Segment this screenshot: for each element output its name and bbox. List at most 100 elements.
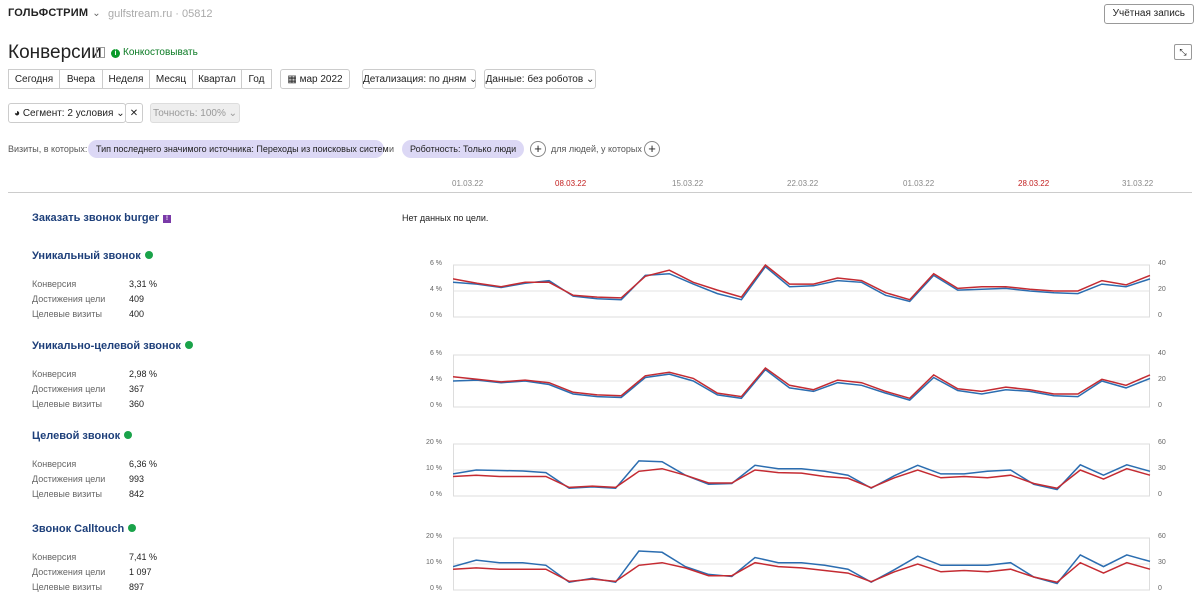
series-line-red: [453, 467, 1151, 490]
y-axis-right-label: 20: [1158, 286, 1166, 293]
metric-row-conversion: Конверсия 7,41 %: [32, 552, 162, 562]
no-data-message: Нет данных по цели.: [402, 213, 489, 223]
fullscreen-button[interactable]: ⤡: [1174, 44, 1192, 60]
y-axis-right-label: 30: [1158, 559, 1166, 566]
chevron-down-icon: ⌄: [92, 8, 101, 19]
segment-clear-button[interactable]: ✕: [125, 103, 143, 123]
metric-row-visits: Целевые визиты 400: [32, 309, 162, 319]
metric-row-conversion: Конверсия 6,36 %: [32, 459, 162, 469]
filter-chip-robots[interactable]: Роботность: Только люди: [402, 140, 524, 158]
date-range-button[interactable]: ▦ мар 2022: [280, 69, 350, 89]
y-axis-right-label: 0: [1158, 312, 1162, 319]
metric-row-label: Достижения цели: [32, 384, 106, 394]
data-select[interactable]: Данные: без роботов ⌄: [484, 69, 596, 89]
y-axis-right-label: 0: [1158, 491, 1162, 498]
metric-row-value: 6,36 %: [129, 459, 158, 469]
confirm-label: Конкостовывать: [123, 47, 198, 58]
metric-chart[interactable]: [453, 537, 1152, 591]
metric-row-conversion: Конверсия 3,31 %: [32, 279, 162, 289]
metric-row-reaches: Достижения цели 367: [32, 384, 162, 394]
brand-selector[interactable]: ГОЛЬФСТРИМ ⌄: [8, 7, 101, 19]
y-axis-right-label: 0: [1158, 402, 1162, 409]
filter-joiner: и: [389, 144, 395, 154]
add-user-filter-icon[interactable]: +: [644, 141, 660, 157]
goal-title[interactable]: Заказать звонок burger!: [32, 212, 171, 224]
series-line-blue: [453, 460, 1151, 491]
y-axis-right-label: 30: [1158, 465, 1166, 472]
y-axis-right-label: 0: [1158, 585, 1162, 592]
add-filter-icon[interactable]: +: [530, 141, 546, 157]
series-line-blue: [453, 368, 1151, 401]
period-quarter[interactable]: Квартал: [192, 69, 242, 89]
page-title: Конверсии: [8, 42, 102, 63]
period-year[interactable]: Год: [241, 69, 272, 89]
date-label: 22.03.22: [787, 179, 819, 188]
metric-row-label: Целевые визиты: [32, 582, 102, 592]
metric-row-label: Конверсия: [32, 279, 77, 289]
metric-chart[interactable]: [453, 443, 1152, 497]
segment-label: Сегмент: 2 условия: [22, 108, 114, 119]
goal-type-icon: [144, 251, 153, 259]
metric-row-label: Конверсия: [32, 552, 77, 562]
metric-row-value: 400: [129, 309, 145, 319]
divider: [8, 192, 1192, 193]
period-today[interactable]: Сегодня: [8, 69, 60, 89]
y-axis-left-label: 0 %: [429, 402, 442, 409]
metric-row-value: 2,98 %: [129, 369, 158, 379]
metric-row-value: 842: [129, 489, 145, 499]
accuracy-select[interactable]: Точность: 100% ⌄: [150, 103, 240, 123]
metric-row-value: 367: [129, 384, 145, 394]
date-label: 15.03.22: [672, 179, 704, 188]
close-icon: ✕: [129, 108, 139, 119]
metric-row-label: Целевые визиты: [32, 399, 102, 409]
period-month[interactable]: Месяц: [149, 69, 193, 89]
period-yesterday[interactable]: Вчера: [59, 69, 103, 89]
accuracy-label: Точность: 100%: [152, 108, 226, 119]
y-axis-left-label: 6 %: [429, 260, 442, 267]
series-line-red: [453, 366, 1151, 400]
metric-chart[interactable]: [453, 354, 1152, 408]
detail-label: Детализация: по дням: [363, 74, 467, 85]
date-label: 31.03.22: [1122, 179, 1154, 188]
account-button[interactable]: Учётная запись: [1103, 4, 1194, 24]
confirm-link[interactable]: i Конкостовывать: [111, 47, 198, 58]
metric-row-label: Целевые визиты: [32, 309, 102, 319]
metric-row-reaches: Достижения цели 993: [32, 474, 162, 484]
metric-row-label: Целевые визиты: [32, 489, 102, 499]
info-icon: i: [111, 49, 120, 58]
metric-title[interactable]: Целевой звонок: [32, 430, 133, 442]
segment-select[interactable]: ◕ Сегмент: 2 условия ⌄: [8, 103, 126, 123]
y-axis-left-label: 0 %: [429, 585, 442, 592]
chevron-down-icon: ⌄: [469, 74, 475, 85]
metric-title-label: Целевой звонок: [32, 430, 121, 442]
metric-title[interactable]: Звонок Calltouch: [32, 523, 137, 535]
period-week[interactable]: Неделя: [102, 69, 150, 89]
y-axis-right-label: 60: [1158, 533, 1166, 540]
metric-row-label: Конверсия: [32, 369, 77, 379]
copy-icon[interactable]: [96, 47, 105, 58]
series-line-red: [453, 264, 1151, 301]
metric-row-value: 409: [129, 294, 145, 304]
chevron-down-icon: ⌄: [116, 108, 125, 119]
metric-title[interactable]: Уникально-целевой звонок: [32, 340, 193, 352]
metric-row-reaches: Достижения цели 1 097: [32, 567, 162, 577]
metric-row-value: 1 097: [129, 567, 152, 577]
metric-title-label: Звонок Calltouch: [32, 523, 125, 535]
y-axis-left-label: 10 %: [426, 465, 442, 472]
goal-type-icon: [128, 524, 137, 532]
metric-title-label: Уникальный звонок: [32, 250, 141, 262]
y-axis-left-label: 20 %: [426, 533, 442, 540]
metric-title[interactable]: Уникальный звонок: [32, 250, 153, 262]
detail-select[interactable]: Детализация: по дням ⌄: [362, 69, 476, 89]
metric-row-value: 3,31 %: [129, 279, 158, 289]
filter-chip-source[interactable]: Тип последнего значимого источника: Пере…: [88, 140, 389, 158]
y-axis-left-label: 20 %: [426, 439, 442, 446]
metric-chart[interactable]: [453, 264, 1152, 318]
y-axis-left-label: 4 %: [429, 376, 442, 383]
y-axis-left-label: 4 %: [429, 286, 442, 293]
pie-icon: ◕: [14, 108, 23, 119]
users-filter-label: для людей, у которых: [551, 144, 642, 154]
metric-row-value: 897: [129, 582, 145, 592]
metric-row-conversion: Конверсия 2,98 %: [32, 369, 162, 379]
site-info: gulfstream.ru · 05812: [108, 8, 213, 20]
